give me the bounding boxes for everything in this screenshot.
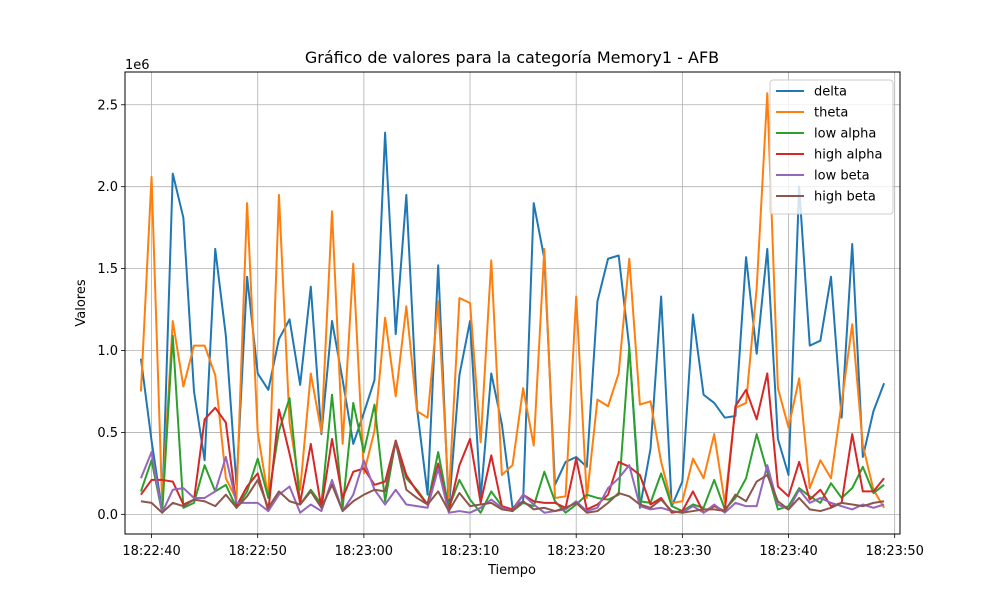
- y-tick-label: 0.0: [97, 508, 118, 523]
- x-tick-label: 18:23:20: [547, 544, 605, 559]
- x-tick-label: 18:23:50: [865, 544, 923, 559]
- legend-label-high-beta: high beta: [814, 190, 876, 205]
- series-line-theta: [139, 92, 885, 509]
- y-tick-label: 2.0: [97, 180, 118, 195]
- legend-label-delta: delta: [814, 85, 847, 100]
- y-tick-label: 1.5: [97, 262, 118, 277]
- x-tick-label: 18:23:30: [653, 544, 711, 559]
- legend-box: [769, 79, 894, 215]
- axis-ticks: 18:22:40 18:22:50 18:23:00 18:23:10 18:23:20…: [97, 98, 924, 559]
- legend-label-theta: theta: [814, 106, 848, 121]
- x-tick-label: 18:22:50: [229, 544, 287, 559]
- x-axis-label: Tiempo: [487, 563, 536, 578]
- legend-label-low-beta: low beta: [814, 169, 870, 184]
- legend-label-low-alpha: low alpha: [814, 127, 876, 142]
- y-tick-label: 0.5: [97, 426, 118, 441]
- series-lines: [139, 92, 886, 514]
- chart-title: Gráfico de valores para la categoría Mem…: [305, 48, 719, 67]
- y-axis-label: Valores: [74, 279, 89, 326]
- x-tick-label: 18:23:00: [335, 544, 393, 559]
- plot-frame: [124, 71, 901, 535]
- legend-label-high-alpha: high alpha: [814, 148, 883, 163]
- series-line-high-beta: [140, 441, 885, 514]
- x-tick-label: 18:23:40: [759, 544, 817, 559]
- y-tick-label: 1.0: [97, 344, 118, 359]
- legend: delta theta low alpha high alpha low beta hig…: [769, 79, 894, 215]
- y-tick-label: 2.5: [97, 98, 118, 113]
- x-tick-label: 18:22:40: [122, 544, 180, 559]
- x-tick-label: 18:23:10: [441, 544, 499, 559]
- y-scale-label: 1e6: [125, 58, 150, 73]
